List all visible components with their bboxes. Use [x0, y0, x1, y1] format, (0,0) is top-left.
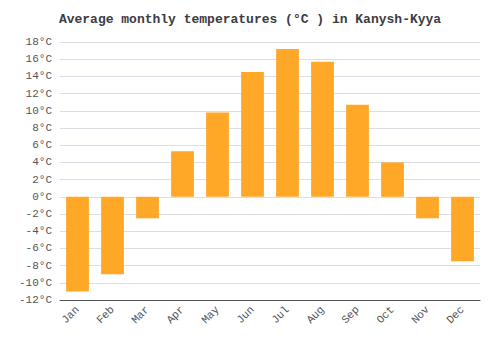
- svg-text:2°C: 2°C: [32, 174, 52, 186]
- svg-text:Feb: Feb: [94, 304, 116, 326]
- svg-text:Average monthly temperatures (: Average monthly temperatures (°C ) in Ka…: [59, 12, 441, 27]
- svg-text:18°C: 18°C: [26, 36, 53, 48]
- svg-text:6°C: 6°C: [32, 139, 52, 151]
- svg-text:14°C: 14°C: [26, 70, 53, 82]
- svg-text:10°C: 10°C: [26, 105, 53, 117]
- svg-text:Apr: Apr: [164, 304, 186, 326]
- svg-text:12°C: 12°C: [26, 88, 53, 100]
- svg-text:-4°C: -4°C: [26, 225, 53, 237]
- svg-text:-6°C: -6°C: [26, 242, 53, 254]
- svg-text:Dec: Dec: [444, 304, 466, 326]
- svg-text:Oct: Oct: [374, 304, 396, 326]
- svg-text:Aug: Aug: [304, 304, 326, 326]
- svg-text:16°C: 16°C: [26, 53, 53, 65]
- svg-text:May: May: [199, 303, 222, 326]
- svg-text:-8°C: -8°C: [26, 260, 53, 272]
- svg-text:Nov: Nov: [409, 303, 432, 326]
- svg-text:Jul: Jul: [269, 304, 291, 326]
- svg-text:Jun: Jun: [234, 304, 256, 326]
- svg-text:-2°C: -2°C: [26, 208, 53, 220]
- svg-text:Jan: Jan: [59, 304, 81, 326]
- svg-text:-12°C: -12°C: [19, 294, 52, 306]
- svg-text:Mar: Mar: [129, 304, 151, 326]
- svg-text:8°C: 8°C: [32, 122, 52, 134]
- svg-text:-10°C: -10°C: [19, 277, 52, 289]
- svg-text:0°C: 0°C: [32, 191, 52, 203]
- svg-text:4°C: 4°C: [32, 156, 52, 168]
- svg-text:Sep: Sep: [339, 304, 361, 326]
